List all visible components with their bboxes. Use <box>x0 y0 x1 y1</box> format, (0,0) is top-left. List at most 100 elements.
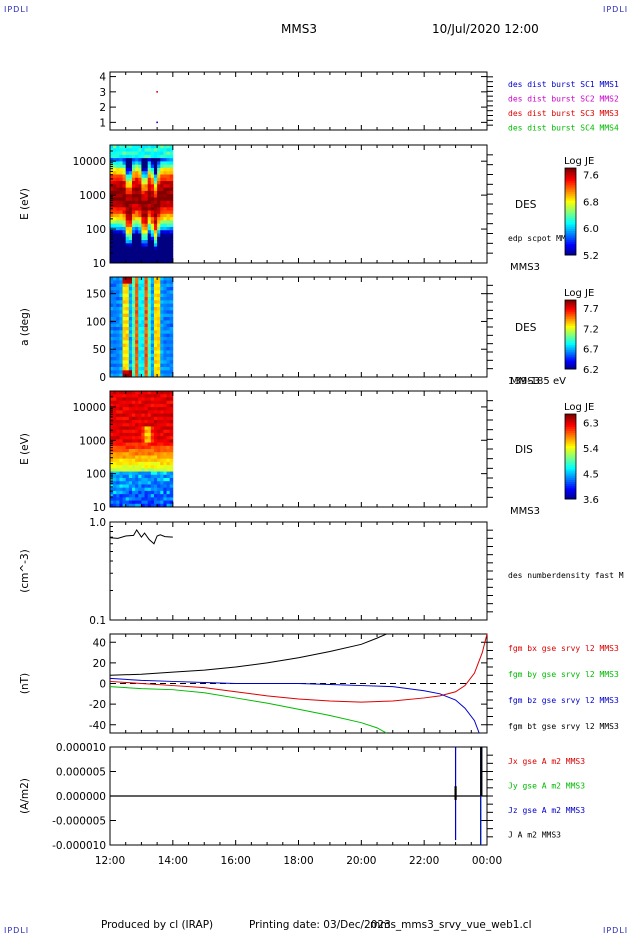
des-pitch-cell <box>147 320 152 325</box>
des-pitch-cell <box>163 347 167 351</box>
des-energy-cell <box>153 184 158 189</box>
des-energy-cell <box>160 230 164 234</box>
des-energy-cell <box>125 249 130 254</box>
des-pitch-cell <box>157 337 161 341</box>
dis-energy-cell <box>150 490 155 495</box>
density-legend-0: des numberdensity fast M <box>508 571 624 580</box>
dis-energy-cell <box>169 400 174 405</box>
des-pitch-colorbar-tick-1: 7.2 <box>583 324 599 335</box>
des-energy-cell <box>160 233 164 238</box>
des-pitch-cell <box>141 277 145 281</box>
des-energy-cell <box>169 174 174 179</box>
dis-energy-cell <box>147 474 152 479</box>
des-pitch-cell <box>163 370 167 375</box>
des-energy-cell <box>113 233 117 238</box>
des-pitch-heatmap-cells <box>110 277 174 378</box>
dis-energy-cell <box>141 481 145 485</box>
dis-energy-cell <box>166 449 171 453</box>
dis-energy-cell <box>122 458 127 463</box>
des-energy-cell <box>163 217 167 221</box>
des-energy-cell <box>144 154 149 159</box>
des-energy-cell <box>157 151 161 156</box>
dis-energy-cell <box>110 391 114 395</box>
des-energy-cell <box>147 164 152 169</box>
des-energy-cell <box>163 174 167 179</box>
des-pitch-cell <box>138 293 142 298</box>
des-pitch-cell <box>128 300 133 305</box>
dis-energy-cell <box>157 449 161 453</box>
des-energy-cell <box>157 236 161 241</box>
des-energy-colorbar-cell <box>565 244 576 247</box>
dis-energy-cell <box>144 503 149 508</box>
dis-energy-cell <box>147 391 152 395</box>
des-pitch-cell <box>113 363 117 368</box>
dis-energy-colorbar-cell <box>565 439 576 443</box>
des-pitch-colorbar-cell <box>565 327 576 330</box>
des-pitch-cell <box>131 297 136 301</box>
des-energy-cell <box>138 259 142 264</box>
dis-energy-cell <box>144 497 149 501</box>
dis-energy-cell <box>157 500 161 505</box>
dis-energy-cell <box>119 420 123 424</box>
dis-energy-cell <box>141 432 145 437</box>
des-energy-cell <box>163 246 167 251</box>
dis-energy-cell <box>169 420 174 424</box>
dis-energy-cell <box>131 436 136 440</box>
des-energy-cell <box>110 177 114 182</box>
des-energy-cell <box>125 210 130 215</box>
dis-energy-cell <box>128 439 133 443</box>
des-pitch-cell <box>169 293 174 298</box>
dis-energy-cell <box>138 397 142 402</box>
dis-energy-cell <box>125 407 130 411</box>
des-energy-cell <box>135 177 139 182</box>
des-pitch-cell <box>110 297 114 301</box>
dis-energy-cell <box>113 484 117 489</box>
des-pitch-cell <box>166 357 171 361</box>
des-energy-cell <box>160 161 164 166</box>
des-pitch-cell <box>166 287 171 291</box>
dis-energy-cell <box>169 436 174 440</box>
dis-energy-cell <box>153 439 158 443</box>
des-pitch-cell <box>163 360 167 365</box>
des-energy-cell <box>144 236 149 241</box>
des-pitch-cell <box>141 283 145 288</box>
des-pitch-cell <box>138 343 142 348</box>
des-pitch-cell <box>157 287 161 291</box>
des-pitch-cell <box>113 370 117 375</box>
des-energy-cell <box>147 223 152 228</box>
des-energy-cell <box>153 167 158 172</box>
dis-energy-cell <box>119 423 123 427</box>
dis-energy-cell <box>135 474 139 479</box>
dis-energy-cell <box>116 394 120 398</box>
dis-energy-cell <box>128 500 133 505</box>
dis-energy-cell <box>116 423 120 427</box>
des-pitch-cell <box>163 277 167 281</box>
dis-energy-cell <box>113 494 117 498</box>
des-energy-cell <box>125 154 130 159</box>
dis-energy-cell <box>131 471 136 476</box>
des-energy-cell <box>150 171 155 175</box>
des-pitch-cell <box>125 293 130 298</box>
des-pitch-cell <box>131 290 136 295</box>
des-energy-cell <box>150 174 155 179</box>
des-pitch-cell <box>144 320 149 325</box>
dis-energy-cell <box>157 481 161 485</box>
des-energy-cell <box>153 226 158 231</box>
des-pitch-cell <box>163 300 167 305</box>
dis-energy-cell <box>135 439 139 443</box>
des-pitch-cell <box>125 337 130 341</box>
des-pitch-cell <box>119 347 123 351</box>
dis-energy-cell <box>153 503 158 508</box>
dis-energy-cell <box>113 429 117 434</box>
dis-energy-cell <box>110 420 114 424</box>
des-energy-cell <box>144 226 149 231</box>
des-pitch-cell <box>116 323 120 328</box>
dis-energy-cell <box>110 432 114 437</box>
dis-energy-cell <box>110 468 114 472</box>
dis-energy-cell <box>166 497 171 501</box>
des-energy-cell <box>135 154 139 159</box>
des-pitch-cell <box>128 340 133 345</box>
des-pitch-colorbar-tick-2: 6.7 <box>583 345 599 356</box>
des-pitch-cell <box>138 317 142 321</box>
dis-energy-cell <box>166 423 171 427</box>
